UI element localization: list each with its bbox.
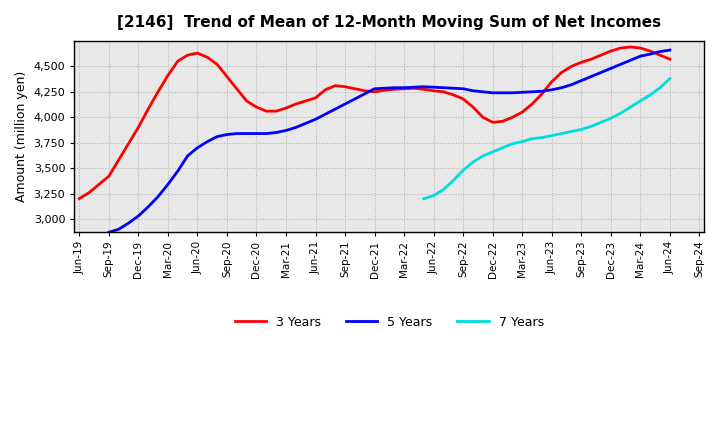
Legend: 3 Years, 5 Years, 7 Years: 3 Years, 5 Years, 7 Years: [230, 311, 549, 334]
3 Years: [193, 51, 202, 56]
5 Years: [518, 90, 526, 95]
5 Years: [104, 230, 113, 235]
7 Years: [518, 139, 526, 144]
5 Years: [243, 131, 251, 136]
3 Years: [212, 62, 221, 67]
7 Years: [665, 76, 674, 81]
7 Years: [567, 129, 576, 134]
3 Years: [665, 57, 674, 62]
Y-axis label: Amount (million yen): Amount (million yen): [15, 71, 28, 202]
7 Years: [449, 178, 458, 183]
7 Years: [528, 136, 536, 141]
3 Years: [429, 88, 438, 93]
7 Years: [498, 145, 507, 150]
5 Years: [233, 131, 241, 136]
7 Years: [557, 131, 566, 136]
7 Years: [577, 127, 585, 132]
Line: 5 Years: 5 Years: [109, 50, 670, 232]
Title: [2146]  Trend of Mean of 12-Month Moving Sum of Net Incomes: [2146] Trend of Mean of 12-Month Moving …: [117, 15, 662, 30]
7 Years: [508, 141, 517, 147]
7 Years: [479, 153, 487, 158]
7 Years: [420, 196, 428, 202]
7 Years: [616, 110, 625, 116]
3 Years: [390, 87, 399, 92]
7 Years: [429, 193, 438, 198]
Line: 3 Years: 3 Years: [79, 47, 670, 199]
3 Years: [587, 57, 595, 62]
7 Years: [459, 168, 467, 173]
7 Years: [488, 149, 497, 154]
7 Years: [547, 133, 556, 138]
7 Years: [656, 85, 665, 90]
7 Years: [538, 135, 546, 140]
5 Years: [665, 48, 674, 53]
5 Years: [646, 51, 654, 57]
3 Years: [75, 196, 84, 202]
Line: 7 Years: 7 Years: [424, 79, 670, 199]
7 Years: [439, 187, 448, 192]
3 Years: [282, 106, 290, 111]
3 Years: [626, 44, 635, 50]
7 Years: [597, 120, 606, 125]
7 Years: [646, 92, 654, 98]
7 Years: [469, 159, 477, 165]
7 Years: [636, 98, 644, 103]
7 Years: [587, 124, 595, 129]
7 Years: [606, 116, 615, 121]
7 Years: [626, 104, 635, 110]
5 Years: [577, 78, 585, 83]
5 Years: [479, 89, 487, 95]
